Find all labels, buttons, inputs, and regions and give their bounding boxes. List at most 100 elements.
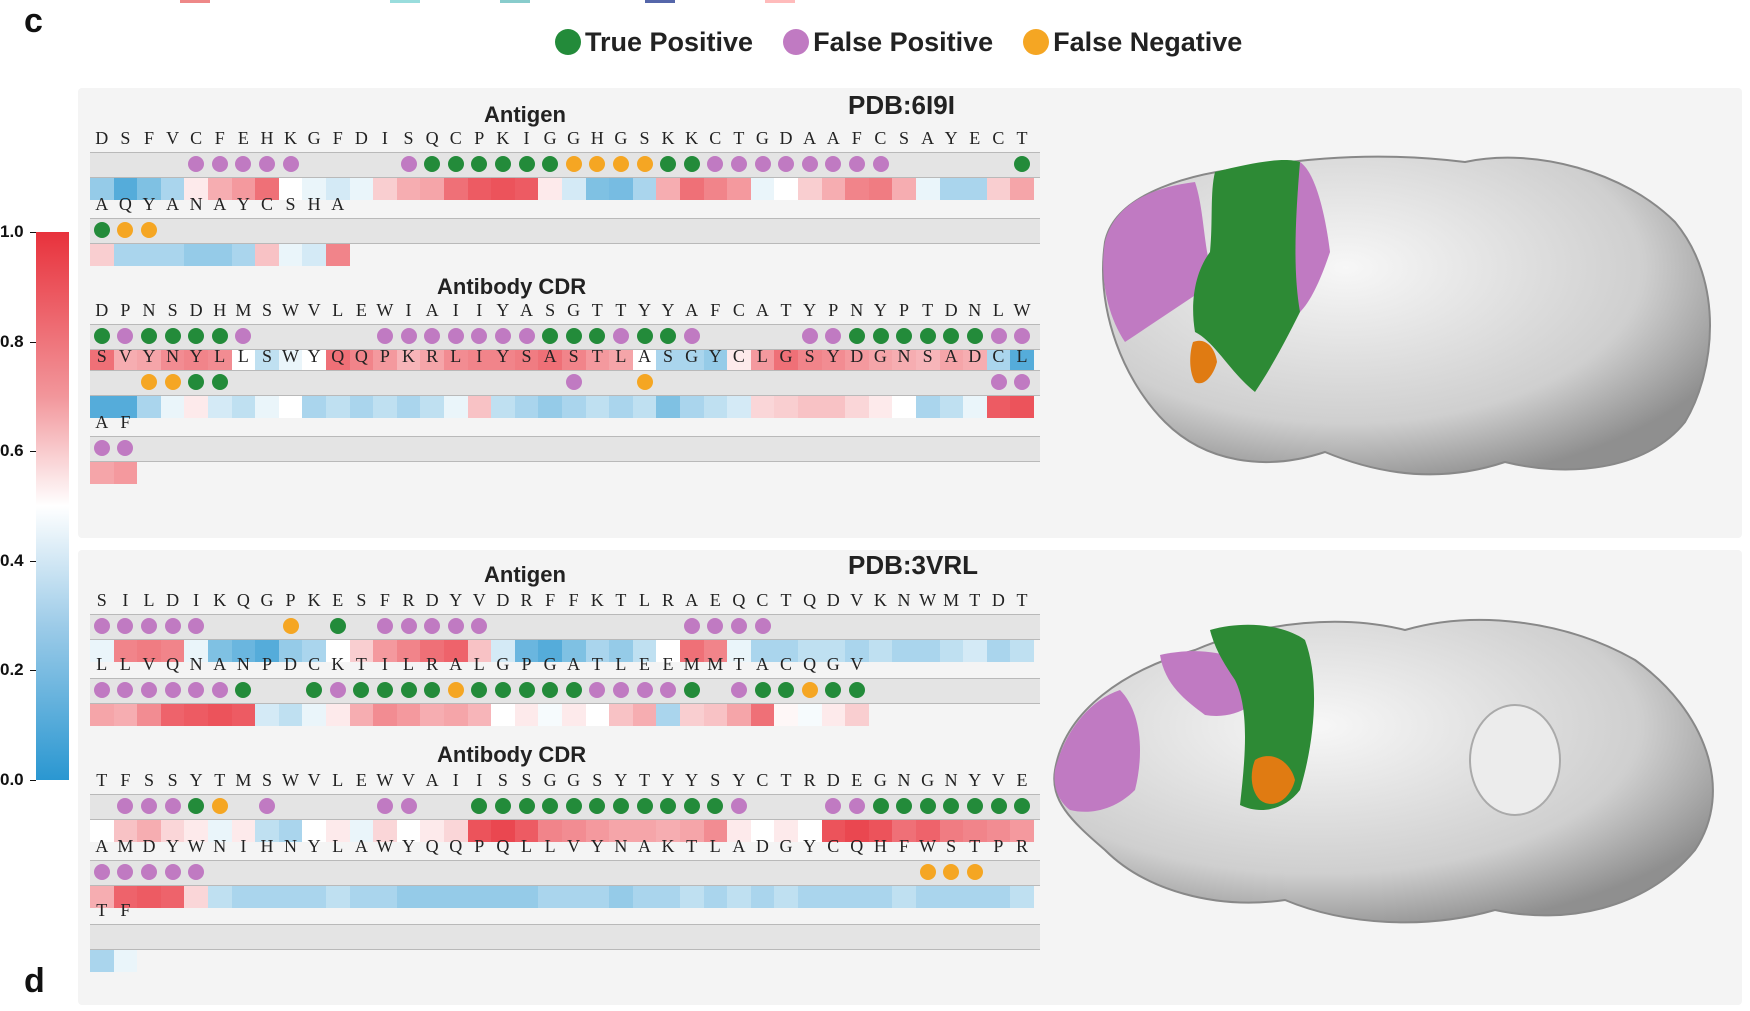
residue-letter: C: [874, 128, 887, 148]
residue-letter: Y: [402, 836, 416, 856]
residue-letter: T: [780, 300, 792, 320]
score-cell: [184, 820, 208, 842]
residue-letter: W: [282, 770, 300, 790]
score-cell: [231, 244, 256, 266]
true-positive-dot: [542, 682, 559, 698]
score-cell: [349, 178, 374, 200]
panel-label-d: d: [24, 962, 45, 1000]
section-title: Antibody CDR: [437, 274, 587, 299]
residue-letter: F: [898, 836, 909, 856]
score-cell: [986, 178, 1011, 200]
residue-letter: F: [379, 590, 390, 610]
protein-surface-6i9i: [1102, 155, 1711, 476]
score-cell: [467, 640, 492, 662]
residue-letter: Y: [944, 128, 958, 148]
score-cell: [750, 396, 775, 418]
score-cell: [845, 704, 869, 726]
section-title: Antigen: [484, 562, 566, 587]
colorbar-tick-label: 0.6: [0, 441, 24, 461]
true-positive-dot: [849, 682, 865, 698]
score-cell: [373, 820, 397, 842]
residue-letter: T: [969, 836, 981, 856]
false-positive-dot: [707, 618, 724, 634]
score-cell: [184, 396, 208, 418]
score-cell: [538, 640, 562, 662]
residue-letter: C: [732, 300, 745, 320]
true-positive-dot: [919, 328, 936, 344]
score-cell: [90, 704, 114, 726]
residue-letter: T: [591, 346, 603, 366]
residue-letter: W: [282, 346, 300, 366]
residue-letter: S: [167, 300, 178, 320]
false-positive-dot: [188, 864, 205, 880]
false-negative-dot: [636, 156, 653, 172]
residue-letter: A: [425, 300, 439, 320]
residue-letter: Y: [307, 346, 321, 366]
residue-letter: L: [450, 346, 462, 366]
score-cell: [302, 704, 326, 726]
score-cell: [514, 820, 539, 842]
score-cell: [892, 178, 916, 200]
score-cell: [632, 640, 657, 662]
residue-letter: V: [402, 770, 416, 790]
score-cell: [326, 396, 350, 418]
score-cell: [137, 396, 161, 418]
residue-letter: Q: [449, 836, 463, 856]
score-cell: [680, 886, 704, 908]
score-cell: [916, 178, 940, 200]
score-cell: [514, 350, 539, 372]
residue-letter: P: [120, 300, 131, 320]
score-cell: [727, 178, 751, 200]
residue-letter: V: [991, 770, 1005, 790]
cropped-legend-swatch: [500, 0, 530, 3]
score-cell: [208, 244, 232, 266]
score-cell: [113, 950, 138, 972]
score-cell: [750, 886, 775, 908]
residue-letter: Q: [354, 346, 368, 366]
score-cell: [514, 886, 539, 908]
true-positive-dot: [943, 328, 960, 344]
residue-letter: Y: [142, 346, 156, 366]
true-positive-dot: [919, 798, 936, 814]
score-cell: [349, 350, 374, 372]
false-positive-dot: [731, 682, 747, 698]
score-cell: [396, 886, 421, 908]
residue-letter: Y: [661, 300, 675, 320]
false-positive-dot: [164, 798, 181, 814]
score-cell: [160, 704, 185, 726]
residue-letter: K: [685, 128, 699, 148]
false-negative-dot: [141, 222, 157, 238]
score-cell: [137, 244, 161, 266]
score-cell: [467, 350, 492, 372]
residue-letter: T: [591, 300, 603, 320]
false-negative-dot: [211, 798, 228, 814]
score-cell: [868, 178, 893, 200]
false-negative-dot: [613, 156, 629, 172]
cropped-legend-swatch: [180, 0, 210, 3]
true-positive-dot: [967, 798, 983, 814]
score-cell: [562, 820, 586, 842]
score-cell: [444, 396, 468, 418]
residue-letter: F: [120, 770, 131, 790]
residue-letter: L: [992, 300, 1004, 320]
false-positive-dot: [518, 328, 535, 344]
true-positive-dot: [400, 682, 417, 698]
score-cell: [845, 350, 869, 372]
score-cell: [113, 820, 138, 842]
false-positive-dot: [613, 328, 629, 344]
residue-letter: S: [403, 128, 414, 148]
true-positive-dot: [896, 798, 913, 814]
score-cell: [302, 396, 326, 418]
score-cell: [562, 396, 586, 418]
true-positive-dot: [896, 328, 913, 344]
residue-letter: L: [119, 654, 131, 674]
score-cell: [562, 178, 586, 200]
score-cell: [160, 178, 185, 200]
score-cell: [680, 704, 704, 726]
score-cell: [349, 396, 374, 418]
false-positive-dot: [235, 328, 252, 344]
pdb-id: PDB:6I9I: [848, 90, 955, 120]
